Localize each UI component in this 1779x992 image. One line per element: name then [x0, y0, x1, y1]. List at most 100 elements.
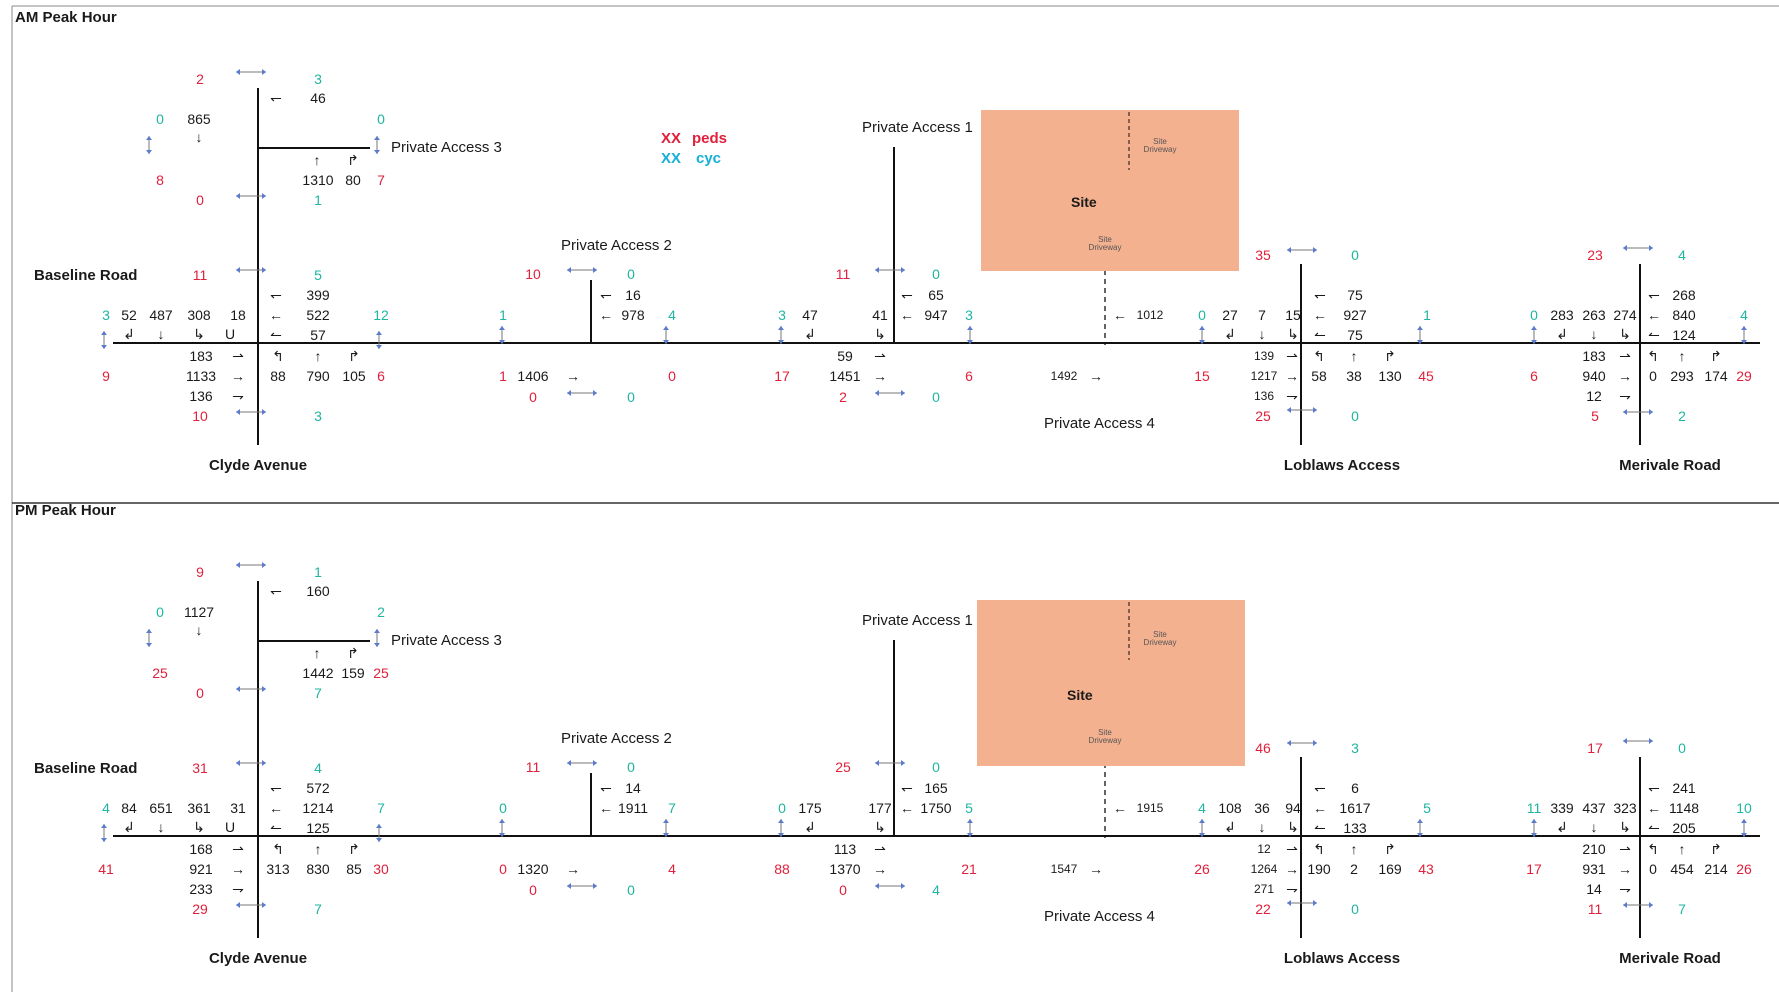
am-pa3-cyc-south: 1 [314, 192, 322, 208]
pm-private-access-2-label: Private Access 2 [561, 730, 672, 747]
am-merivale-sb-left-arrow: ↳ [1619, 326, 1631, 342]
pm-merivale-nb-right: 214 [1704, 861, 1728, 877]
am-pa1-sb-right: 47 [802, 307, 818, 323]
pm-clyde-sleg-cyc: 7 [314, 901, 322, 917]
pm-merivale-wb-left: 205 [1672, 820, 1696, 836]
am-pa3-cyc-west: 0 [156, 111, 164, 127]
am-loblaws-ped-north: 35 [1255, 247, 1271, 263]
pm-pa1-cyc-north: 0 [932, 759, 940, 775]
am-pa3-east-crossing-head [374, 136, 380, 154]
am-clyde-wb-left: 57 [310, 327, 326, 343]
am-clyde-north-ped: 2 [196, 71, 204, 87]
am-pa1-west-crossing-head [778, 326, 784, 344]
pm-pa1-sb-right: 175 [798, 800, 822, 816]
pm-loblaws-sb-right-arrow: ↲ [1224, 819, 1236, 835]
am-pa3-cyc-east: 0 [377, 111, 385, 127]
am-loblaws-nb-thru-arrow: ↑ [1350, 348, 1358, 364]
pm-loblaws-sb-right: 108 [1218, 800, 1242, 816]
pm-merivale-nb-thru-arrow: ↑ [1678, 841, 1686, 857]
pm-clyde-nleg-cyc: 4 [314, 760, 322, 776]
pm-loblaws-nb-left: 190 [1307, 861, 1331, 877]
pm-pa2-eb-thru-arrow: → [566, 861, 580, 877]
pm-pa3-sb: 1127 [183, 604, 215, 620]
am-merivale-cyc-north: 4 [1678, 247, 1686, 263]
am-clyde-sleg-cyc: 3 [314, 408, 322, 424]
am-pa2-wb-thru-arrow: ← [599, 307, 613, 323]
pm-private-access-3-label: Private Access 3 [391, 632, 502, 649]
legend-ped-label: peds [692, 130, 728, 147]
pm-private-access-4-label: Private Access 4 [1044, 908, 1155, 925]
pm-pa1-sb-right-arrow: ↲ [804, 819, 816, 835]
pm-clyde-wb-right-arrow: ↽ [270, 780, 282, 796]
am-loblaws-east-crossing-head [1417, 326, 1423, 344]
am-clyde-nb-right: 105 [342, 368, 366, 384]
pm-merivale-eb-thru-arrow: → [1618, 861, 1632, 877]
am-pa1-eb-left-arrow: ⇀ [874, 348, 886, 364]
pm-loblaws-ped-west: 26 [1194, 861, 1210, 877]
pm-loblaws-eb-left: 12 [1257, 842, 1271, 856]
pm-pa1-ped-north: 25 [835, 759, 851, 775]
am-pa3-nb-right-arrow: ↱ [347, 152, 359, 168]
am-pa4-eb-thru-arrow: → [1089, 368, 1103, 384]
am-merivale-wb-thru: 840 [1672, 307, 1696, 323]
am-pa1-cyc-south: 0 [932, 389, 940, 405]
am-pa1-eb-left: 59 [837, 348, 853, 364]
pm-private-access-1-label: Private Access 1 [862, 612, 973, 629]
am-private-access-2-label: Private Access 2 [561, 237, 672, 254]
am-site-label: Site [1071, 194, 1097, 210]
am-clyde-ped-west: 9 [102, 368, 110, 384]
pm-merivale-sb-thru: 437 [1582, 800, 1606, 816]
am-clyde-sb-uturn-arrow: U [224, 326, 236, 342]
am-pa1-ped-west: 17 [774, 368, 790, 384]
pm-clyde-ped-east: 30 [373, 861, 389, 877]
am-merivale-nb-left-arrow: ↰ [1647, 348, 1659, 364]
pm-pa4-wb-thru-arrow: ← [1113, 800, 1127, 816]
am-pa1-sb-left-arrow: ↳ [874, 326, 886, 342]
am-pa2-ped-south: 0 [529, 389, 537, 405]
pm-pa2-east-crossing-head [663, 819, 669, 837]
pm-pa2-ped-north: 11 [525, 759, 541, 775]
am-loblaws-wb-right-arrow: ↽ [1314, 287, 1326, 303]
am-merivale-eb-thru: 940 [1582, 368, 1606, 384]
pm-pa4-wb-thru: 1915 [1136, 801, 1164, 815]
pm-loblaws-eb-thru-arrow: → [1285, 861, 1299, 877]
pm-merivale-wb-right-arrow: ↽ [1648, 780, 1660, 796]
pm-loblaws-wb-thru-arrow: ← [1313, 800, 1327, 816]
am-clyde-nb-thru-arrow: ↑ [314, 348, 322, 364]
am-loblaws-wb-thru: 927 [1343, 307, 1367, 323]
am-loblaws-sb-right: 27 [1222, 307, 1238, 323]
am-merivale-nb-right: 174 [1704, 368, 1728, 384]
pm-merivale-eb-left-arrow: ⇀ [1619, 841, 1631, 857]
am-clyde-wb-left-arrow: ↼ [270, 327, 282, 343]
pm-merivale-cyc-west: 11 [1526, 800, 1542, 816]
pm-merivale-wb-left-arrow: ↼ [1648, 820, 1660, 836]
pm-clyde-sb-right: 84 [121, 800, 137, 816]
pm-loblaws-cyc-east: 5 [1423, 800, 1431, 816]
am-merivale-ped-north: 23 [1587, 247, 1603, 263]
pm-clyde-wb-thru-arrow: ← [269, 800, 283, 816]
am-clyde-wb-right-arrow: ↽ [270, 287, 282, 303]
pm-merivale-wb-thru: 1148 [1668, 800, 1700, 816]
am-private-access-4-label: Private Access 4 [1044, 415, 1155, 432]
am-pa2-ped-east: 0 [668, 368, 676, 384]
am-clyde-eb-thru-arrow: → [231, 368, 245, 384]
pm-loblaws-ped-south: 22 [1255, 901, 1271, 917]
am-merivale-eb-thru-arrow: → [1618, 368, 1632, 384]
am-loblaws-sb-left: 15 [1285, 307, 1301, 323]
am-merivale-wb-right-arrow: ↽ [1648, 287, 1660, 303]
am-pa2-eb-thru-arrow: → [566, 368, 580, 384]
pm-loblaws-wb-right: 6 [1351, 780, 1359, 796]
am-clyde-eb-left-arrow: ⇀ [232, 348, 244, 364]
am-pa4-wb-thru: 1012 [1136, 308, 1164, 322]
pm-merivale-wb-right: 241 [1672, 780, 1696, 796]
am-loblaws-cyc-east: 1 [1423, 307, 1431, 323]
am-clyde-nb-left-arrow: ↰ [272, 348, 284, 364]
pm-merivale-sb-right-arrow: ↲ [1556, 819, 1568, 835]
pm-merivale-cyc-north: 0 [1678, 740, 1686, 756]
am-merivale-eb-left: 183 [1582, 348, 1606, 364]
pm-pa1-eb-left-arrow: ⇀ [874, 841, 886, 857]
am-site-driveway-top-label: Site Driveway [1143, 137, 1177, 154]
pm-clyde-nb-thru-arrow: ↑ [314, 841, 322, 857]
pm-loblaws-eb-right-arrow: ⇁ [1286, 881, 1298, 897]
am-pa1-ped-south: 2 [839, 389, 847, 405]
